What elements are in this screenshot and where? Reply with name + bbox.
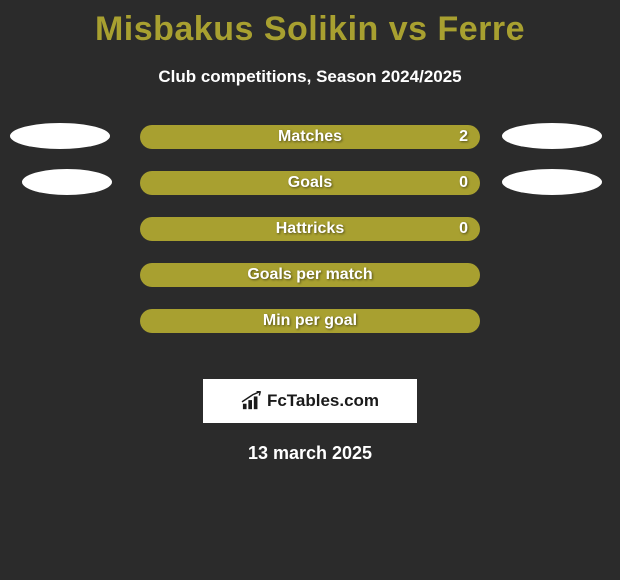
right-ellipse-icon: [502, 123, 602, 149]
stat-bar: Min per goal: [140, 309, 480, 333]
stat-row: Matches 2: [0, 125, 620, 171]
stat-value: 0: [459, 174, 468, 192]
stat-bar: Hattricks 0: [140, 217, 480, 241]
logo: FcTables.com: [241, 391, 379, 411]
page-subtitle: Club competitions, Season 2024/2025: [0, 67, 620, 87]
logo-text: FcTables.com: [267, 391, 379, 411]
stat-label: Min per goal: [140, 312, 480, 330]
stat-row: Min per goal: [0, 309, 620, 355]
stat-row: Hattricks 0: [0, 217, 620, 263]
left-ellipse-icon: [22, 169, 112, 195]
page-title: Misbakus Solikin vs Ferre: [0, 0, 620, 49]
stats-rows: Matches 2 Goals 0 Hattricks 0 Goals per …: [0, 125, 620, 355]
stat-row: Goals per match: [0, 263, 620, 309]
logo-box: FcTables.com: [203, 379, 417, 423]
comparison-infographic: Misbakus Solikin vs Ferre Club competiti…: [0, 0, 620, 580]
stat-label: Matches: [140, 128, 480, 146]
stat-value: 2: [459, 128, 468, 146]
barchart-icon: [241, 391, 263, 411]
stat-bar: Goals 0: [140, 171, 480, 195]
stat-bar: Goals per match: [140, 263, 480, 287]
stat-bar: Matches 2: [140, 125, 480, 149]
stat-label: Hattricks: [140, 220, 480, 238]
left-ellipse-icon: [10, 123, 110, 149]
stat-row: Goals 0: [0, 171, 620, 217]
stat-value: 0: [459, 220, 468, 238]
date-text: 13 march 2025: [0, 443, 620, 464]
stat-label: Goals per match: [140, 266, 480, 284]
stat-label: Goals: [140, 174, 480, 192]
right-ellipse-icon: [502, 169, 602, 195]
